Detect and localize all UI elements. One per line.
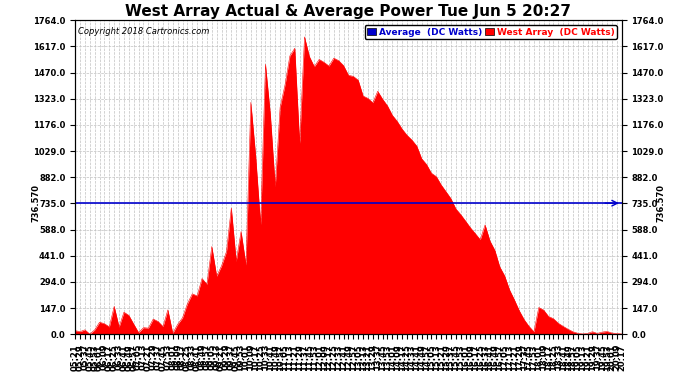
Text: 736.570: 736.570 — [656, 184, 665, 222]
Text: 736.570: 736.570 — [32, 184, 41, 222]
Title: West Array Actual & Average Power Tue Jun 5 20:27: West Array Actual & Average Power Tue Ju… — [126, 4, 571, 19]
Text: Copyright 2018 Cartronics.com: Copyright 2018 Cartronics.com — [78, 27, 209, 36]
Legend: Average  (DC Watts), West Array  (DC Watts): Average (DC Watts), West Array (DC Watts… — [364, 25, 618, 39]
